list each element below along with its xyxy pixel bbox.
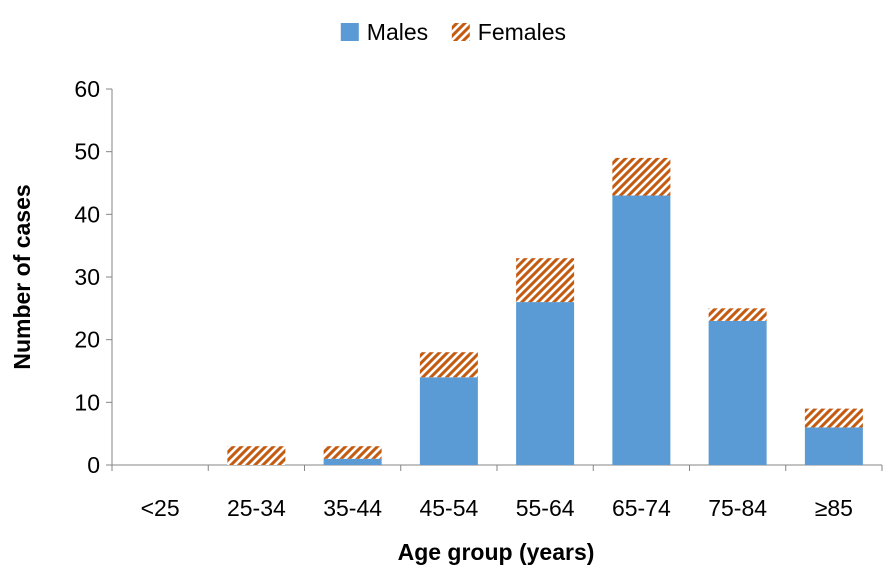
legend: Males Females — [340, 19, 566, 45]
bar-females-55-64 — [516, 258, 575, 303]
legend-swatch-males — [340, 23, 359, 41]
bar-females-gte-85 — [804, 408, 863, 428]
bar-females-45-54 — [419, 352, 478, 378]
legend-label-females: Females — [478, 19, 566, 45]
x-tick-label-25-34: 25-34 — [227, 495, 286, 521]
bar-females-65-74 — [612, 157, 671, 196]
x-tick-label-75-84: 75-84 — [708, 495, 767, 521]
y-axis-title: Number of cases — [9, 184, 35, 369]
y-tick-label: 0 — [87, 452, 100, 478]
bar-females-75-84 — [708, 308, 767, 321]
bar-males-45-54 — [419, 377, 478, 465]
bars-group — [227, 157, 863, 466]
bar-males-65-74 — [612, 195, 671, 466]
bar-males-55-64 — [516, 302, 575, 465]
legend-swatch-females — [451, 23, 470, 41]
legend-label-males: Males — [367, 19, 428, 45]
x-axis: <25 25-34 35-44 45-54 55-64 65-74 75-84 ≥85 — [111, 464, 883, 521]
y-tick-label: 40 — [74, 201, 100, 227]
x-tick-label-45-54: 45-54 — [419, 495, 478, 521]
legend-item-males: Males — [340, 19, 428, 45]
x-tick-label-lt-25: <25 — [141, 495, 180, 521]
x-axis-title: Age group (years) — [398, 539, 595, 565]
y-axis: 0 10 20 30 40 50 60 — [74, 76, 113, 478]
y-tick-label: 10 — [74, 389, 100, 415]
y-tick-label: 50 — [74, 139, 100, 165]
x-tick-label-35-44: 35-44 — [323, 495, 382, 521]
x-tick-label-gte-85: ≥85 — [815, 495, 853, 521]
bar-females-25-34 — [227, 446, 286, 465]
bar-females-35-44 — [323, 446, 382, 459]
x-tick-label-55-64: 55-64 — [516, 495, 575, 521]
bar-males-gte-85 — [804, 427, 863, 465]
bar-males-75-84 — [708, 320, 767, 465]
x-tick-label-65-74: 65-74 — [612, 495, 671, 521]
y-tick-label: 20 — [74, 327, 100, 353]
legend-item-females: Females — [451, 19, 566, 45]
y-tick-label: 30 — [74, 264, 100, 290]
y-tick-label: 60 — [74, 76, 100, 102]
bar-males-35-44 — [323, 458, 382, 465]
